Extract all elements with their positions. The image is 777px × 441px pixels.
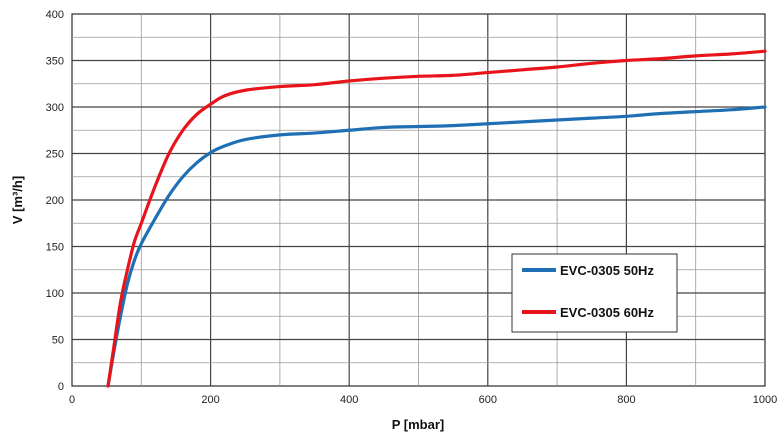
y-axis-ticks: 0 50 100 150 200 250 300 350 400 bbox=[46, 9, 64, 393]
x-tick-label: 0 bbox=[69, 394, 75, 406]
series-line-50hz bbox=[106, 105, 767, 388]
y-tick-label: 400 bbox=[46, 9, 64, 21]
y-tick-label: 150 bbox=[46, 242, 64, 254]
y-tick-label: 300 bbox=[46, 102, 64, 114]
legend-label-50hz: EVC-0305 50Hz bbox=[560, 263, 654, 278]
y-tick-label: 100 bbox=[46, 288, 64, 300]
series-lines bbox=[106, 49, 767, 388]
x-axis-title: P [mbar] bbox=[392, 417, 445, 432]
y-tick-label: 350 bbox=[46, 56, 64, 68]
series-line-60hz bbox=[106, 49, 767, 388]
y-axis-title: V [m³/h] bbox=[10, 176, 25, 224]
x-tick-label: 200 bbox=[201, 394, 219, 406]
y-tick-label: 200 bbox=[46, 195, 64, 207]
x-axis-ticks: 0 200 400 600 800 1000 bbox=[69, 394, 777, 406]
y-tick-label: 250 bbox=[46, 149, 64, 161]
x-tick-label: 400 bbox=[340, 394, 358, 406]
x-tick-label: 1000 bbox=[753, 394, 777, 406]
x-tick-label: 600 bbox=[479, 394, 497, 406]
legend-label-60hz: EVC-0305 60Hz bbox=[560, 305, 654, 320]
y-tick-label: 0 bbox=[58, 381, 64, 393]
y-tick-label: 50 bbox=[52, 335, 64, 347]
legend-box bbox=[511, 253, 678, 333]
legend: EVC-0305 50Hz EVC-0305 60Hz bbox=[511, 253, 678, 333]
x-tick-label: 800 bbox=[617, 394, 635, 406]
